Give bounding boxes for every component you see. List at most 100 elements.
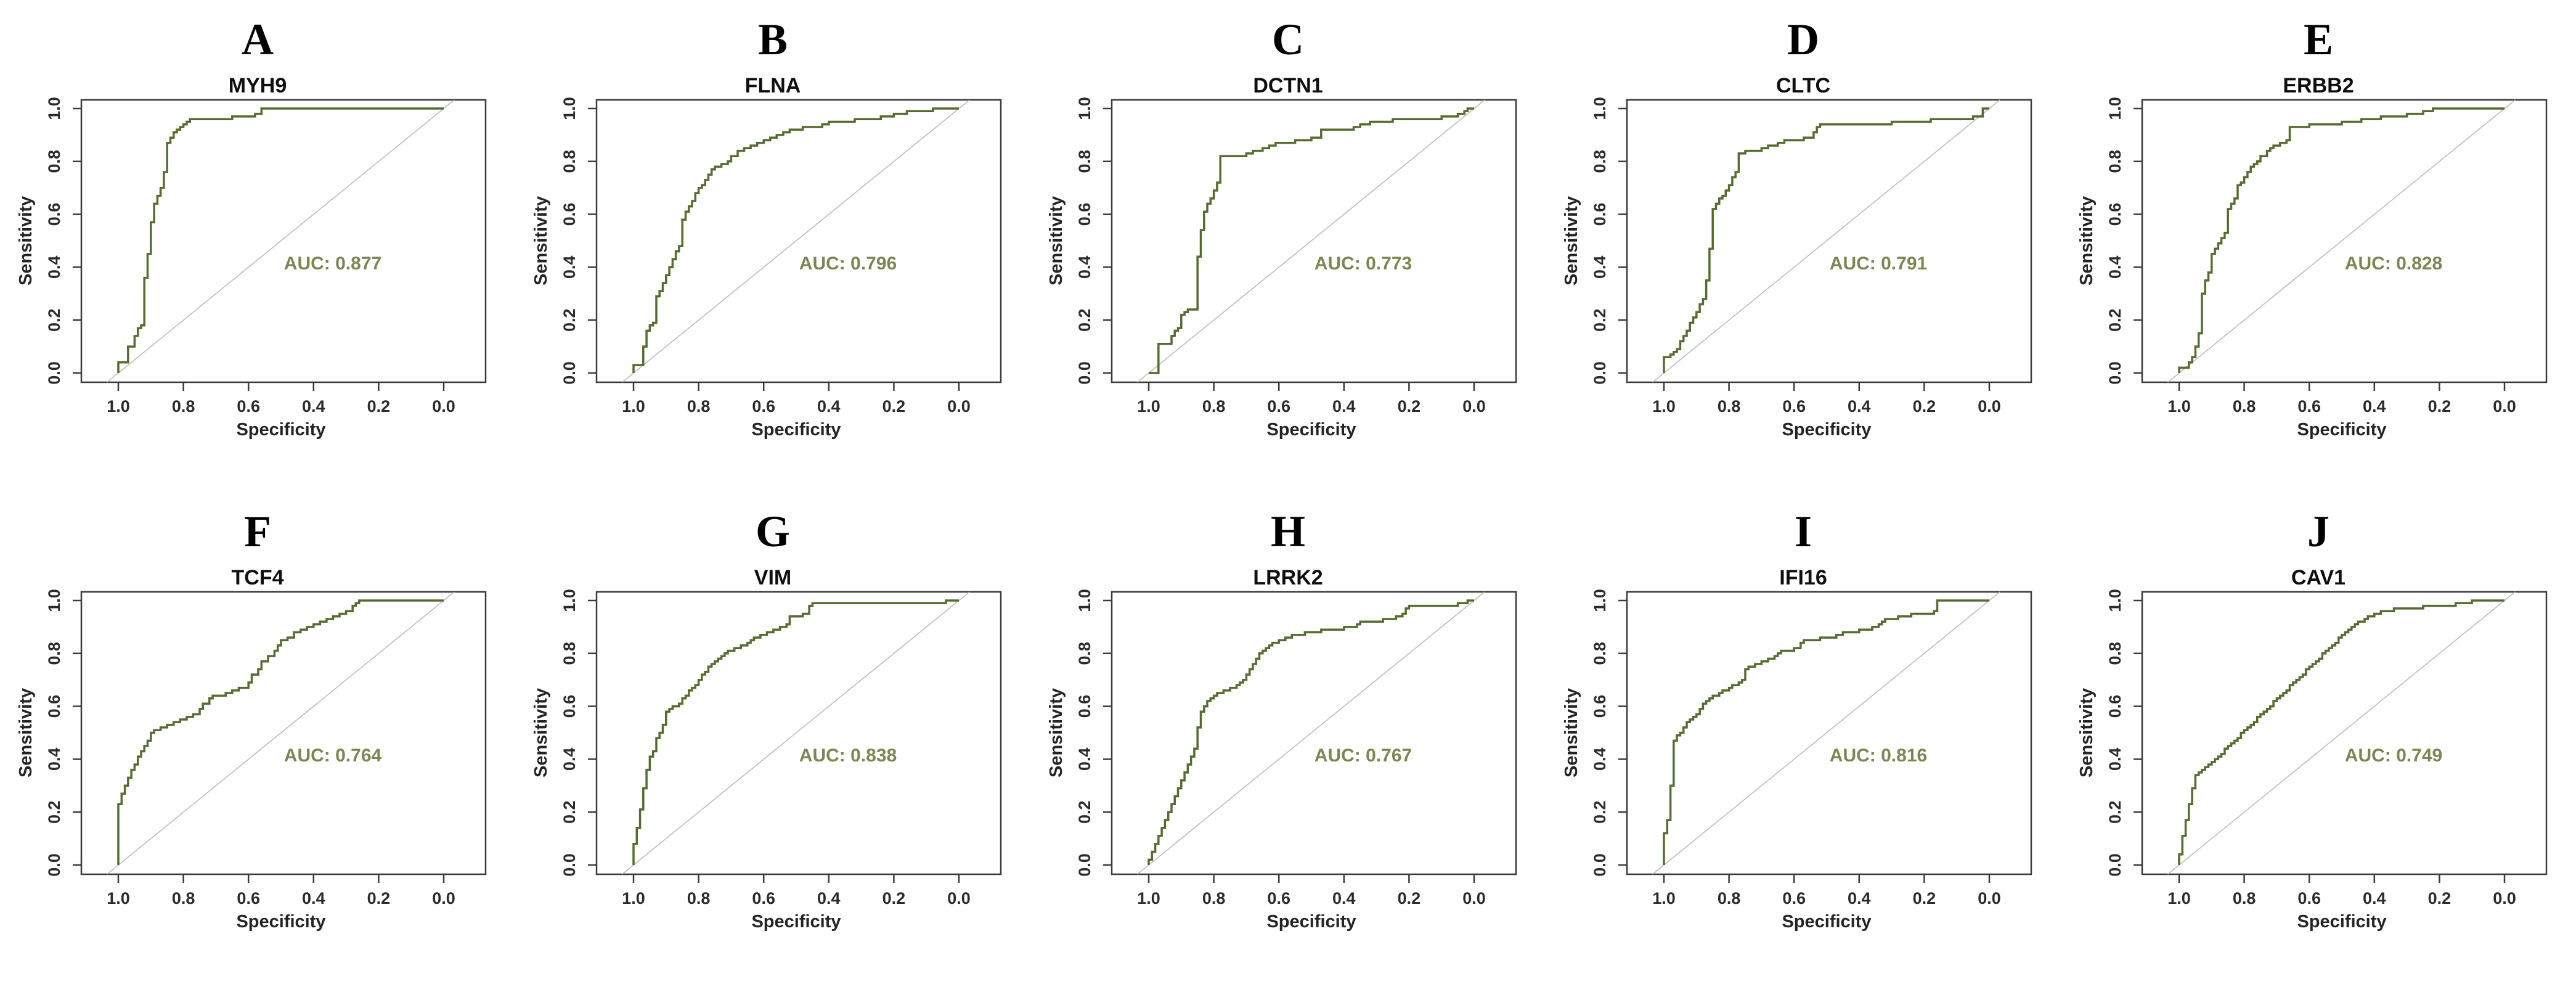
plot-box: [1626, 99, 2032, 383]
x-tick-label: 1.0: [107, 889, 130, 908]
panel-letter: C: [1272, 15, 1304, 64]
auc-label: AUC: 0.877: [284, 253, 381, 274]
x-tick-label: 0.2: [1913, 397, 1936, 416]
y-axis-label: Sensitivity: [531, 196, 551, 285]
x-tick-label: 0.6: [1267, 889, 1290, 908]
y-axis-label: Sensitivity: [531, 688, 551, 777]
y-tick-label: 0.6: [45, 695, 63, 718]
panel-title: FLNA: [745, 74, 801, 97]
x-tick-label: 0.4: [302, 397, 325, 416]
y-axis-label: Sensitivity: [2077, 688, 2097, 777]
diagonal-reference-line: [622, 591, 970, 875]
panel-title: IFI16: [1779, 566, 1827, 589]
y-tick-label: 0.0: [2106, 361, 2124, 385]
plot-box: [595, 591, 1002, 875]
plot-box: [595, 99, 1002, 383]
x-tick-label: 0.2: [1398, 889, 1421, 908]
y-tick-label: 0.0: [1591, 361, 1609, 385]
x-tick-label: 0.0: [1462, 397, 1486, 416]
y-tick-label: 0.4: [45, 748, 63, 771]
diagonal-reference-line: [107, 99, 455, 383]
x-tick-label: 0.8: [1202, 889, 1226, 908]
x-tick-label: 0.8: [2233, 889, 2256, 908]
y-axis-label: Sensitivity: [1046, 688, 1066, 777]
roc-panel-dctn1: C DCTN1 1.0 0.8 0.6 0.4 0.2 0.0 0.0 0.2 0.4 0.6 0.8 1…: [1030, 0, 1546, 492]
y-tick-label: 0.8: [45, 642, 63, 665]
y-tick-label: 1.0: [1591, 97, 1609, 120]
panel-title: VIM: [754, 566, 791, 589]
y-tick-label: 0.4: [1075, 748, 1094, 771]
y-tick-label: 0.0: [2106, 853, 2124, 877]
x-tick-label: 0.4: [1848, 889, 1871, 908]
roc-curve: [2178, 599, 2505, 865]
x-tick-label: 0.6: [1782, 397, 1806, 416]
x-tick-label: 0.8: [687, 397, 711, 416]
panel-letter: I: [1795, 507, 1812, 556]
x-tick-label: 1.0: [2167, 397, 2191, 416]
x-axis-label: Specificity: [2297, 912, 2386, 932]
roc-plot-svg: G VIM 1.0 0.8 0.6 0.4 0.2 0.0 0.0 0.2 0.4 0.6 0.8 1.0…: [531, 507, 1002, 932]
diagonal-reference-line: [622, 99, 970, 383]
y-tick-label: 0.6: [1591, 695, 1609, 718]
panel-letter: B: [758, 15, 788, 64]
roc-plot-svg: E ERBB2 1.0 0.8 0.6 0.4 0.2 0.0 0.0 0.2 0.4 0.6 0.8 1…: [2077, 15, 2548, 440]
x-tick-label: 0.6: [237, 889, 260, 908]
y-tick-label: 0.8: [2106, 642, 2124, 665]
plot-box: [2141, 99, 2548, 383]
plot-box: [1626, 591, 2032, 875]
x-axis-label: Specificity: [2297, 420, 2386, 440]
panel-title: CAV1: [2291, 566, 2346, 589]
roc-panel-ifi16: I IFI16 1.0 0.8 0.6 0.4 0.2 0.0 0.0 0.2 0.4 0.6 0.8 1…: [1546, 492, 2061, 984]
x-tick-label: 0.6: [1782, 889, 1806, 908]
x-tick-label: 0.8: [687, 889, 711, 908]
x-tick-label: 1.0: [1652, 397, 1676, 416]
x-axis-label: Specificity: [236, 912, 325, 932]
roc-plot-svg: B FLNA 1.0 0.8 0.6 0.4 0.2 0.0 0.0 0.2 0.4 0.6 0.8 1.…: [531, 15, 1002, 440]
roc-plot-svg: J CAV1 1.0 0.8 0.6 0.4 0.2 0.0 0.0 0.2 0.4 0.6 0.8 1.…: [2077, 507, 2548, 932]
y-tick-label: 0.2: [560, 800, 579, 824]
y-tick-label: 1.0: [560, 97, 579, 120]
diagonal-reference-line: [2167, 99, 2516, 383]
panel-title: DCTN1: [1253, 74, 1323, 97]
y-tick-label: 0.8: [45, 150, 63, 173]
panel-letter: G: [756, 507, 790, 556]
panel-title: CLTC: [1776, 74, 1830, 97]
y-tick-label: 1.0: [560, 589, 579, 612]
x-tick-label: 0.4: [1848, 397, 1871, 416]
plot-box: [80, 99, 487, 383]
y-tick-label: 1.0: [45, 97, 63, 120]
y-tick-label: 0.6: [2106, 203, 2124, 226]
roc-curve: [1147, 599, 1474, 865]
x-tick-label: 0.4: [1332, 889, 1356, 908]
x-tick-label: 0.2: [882, 397, 906, 416]
x-tick-label: 0.4: [1332, 397, 1356, 416]
x-tick-label: 0.6: [2297, 889, 2321, 908]
x-tick-label: 0.0: [2493, 397, 2516, 416]
y-tick-label: 0.0: [560, 361, 579, 385]
y-tick-label: 0.6: [2106, 695, 2124, 718]
panel-letter: J: [2307, 507, 2329, 556]
x-axis-label: Specificity: [236, 420, 325, 440]
x-tick-label: 1.0: [107, 397, 130, 416]
x-tick-label: 1.0: [622, 397, 645, 416]
y-axis-label: Sensitivity: [2077, 196, 2097, 285]
y-tick-label: 0.6: [1075, 695, 1094, 718]
roc-panel-lrrk2: H LRRK2 1.0 0.8 0.6 0.4 0.2 0.0 0.0 0.2 0.4 0.6 0.8 1…: [1030, 492, 1546, 984]
x-tick-label: 0.0: [432, 889, 455, 908]
x-tick-label: 0.2: [1913, 889, 1936, 908]
y-tick-label: 0.6: [1075, 203, 1094, 226]
y-tick-label: 0.8: [1591, 150, 1609, 173]
y-tick-label: 0.8: [1075, 150, 1094, 173]
roc-curve: [2178, 107, 2505, 373]
y-tick-label: 0.4: [1591, 748, 1609, 771]
auc-label: AUC: 0.791: [1830, 253, 1927, 274]
y-tick-label: 0.4: [2106, 256, 2124, 279]
x-tick-label: 1.0: [1652, 889, 1676, 908]
auc-label: AUC: 0.828: [2345, 253, 2442, 274]
y-tick-label: 0.6: [560, 203, 579, 226]
roc-panel-myh9: A MYH9 1.0 0.8 0.6 0.4 0.2 0.0 0.0 0.2 0.4 0.6 0.8 1.…: [0, 0, 515, 492]
y-tick-label: 0.2: [45, 308, 63, 332]
y-tick-label: 0.4: [2106, 748, 2124, 771]
x-tick-label: 1.0: [1137, 397, 1160, 416]
